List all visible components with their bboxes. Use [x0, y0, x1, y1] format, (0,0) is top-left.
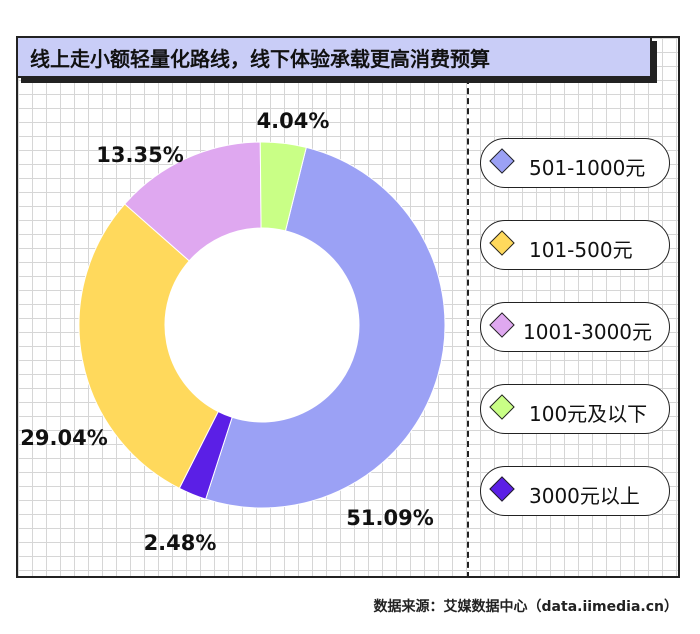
legend-divider — [467, 78, 469, 578]
legend-swatch — [489, 312, 515, 338]
slice-percent-label: 29.04% — [20, 426, 107, 450]
legend-swatch — [489, 394, 515, 420]
legend-label: 101-500元 — [529, 238, 633, 262]
legend-item: 1001-3000元 — [480, 302, 670, 352]
legend-label: 1001-3000元 — [523, 320, 653, 344]
slice-percent-label: 51.09% — [346, 506, 433, 530]
slice-percent-label: 4.04% — [257, 109, 330, 133]
slice-percent-label: 2.48% — [144, 531, 217, 555]
chart-title-text: 线上走小额轻量化路线，线下体验承载更高消费预算 — [30, 46, 490, 71]
legend-swatch — [489, 148, 515, 174]
legend-swatch — [489, 476, 515, 502]
legend-item: 100元及以下 — [480, 384, 670, 434]
slice-percent-label: 13.35% — [96, 143, 183, 167]
legend-label: 3000元以上 — [529, 484, 640, 508]
legend-label: 501-1000元 — [529, 156, 646, 180]
donut-hole — [165, 228, 359, 422]
legend-label: 100元及以下 — [529, 402, 648, 426]
legend-item: 501-1000元 — [480, 138, 670, 188]
legend-swatch — [489, 230, 515, 256]
chart-title: 线上走小额轻量化路线，线下体验承载更高消费预算 — [16, 36, 652, 78]
legend-item: 101-500元 — [480, 220, 670, 270]
legend-item: 3000元以上 — [480, 466, 670, 516]
data-source: 数据来源：艾媒数据中心（data.iimedia.cn） — [373, 599, 678, 615]
